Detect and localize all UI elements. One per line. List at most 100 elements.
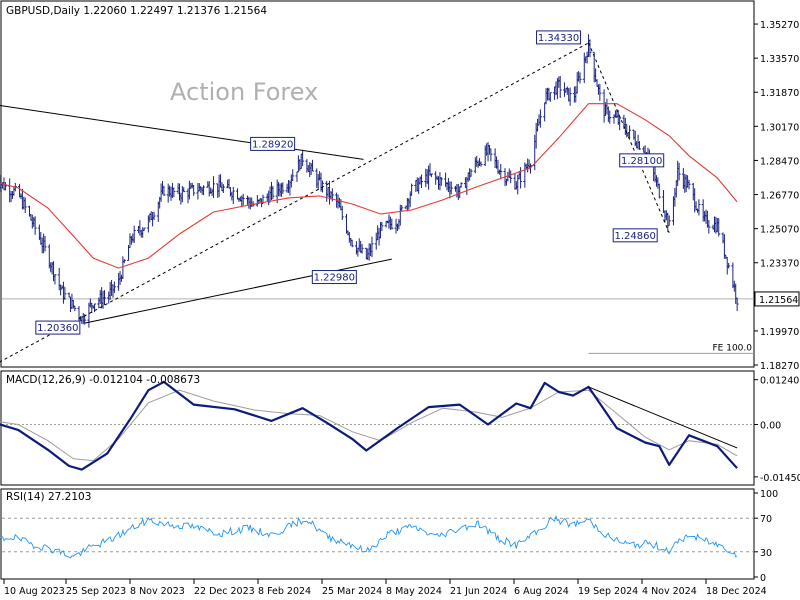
price-bar [410, 183, 414, 196]
price-bar [360, 244, 364, 254]
price-bar [102, 290, 106, 306]
price-bar [73, 305, 77, 312]
macd-tick-label: 0.00 [760, 420, 781, 431]
price-bar [449, 181, 453, 195]
rsi-plot-area [0, 514, 754, 559]
trendline-decline-swing [588, 42, 670, 234]
price-bar [420, 174, 424, 189]
macd-tick-label: -0.014502 [760, 473, 800, 484]
price-bar [192, 185, 196, 196]
price-bar [529, 163, 532, 174]
date-tick-label: 4 Nov 2024 [642, 586, 697, 597]
price-bar [519, 167, 523, 189]
price-tick-label: 1.19970 [760, 327, 799, 338]
price-axis: 1.35270 1.33570 1.31870 1.30170 1.28470 1.267… [754, 20, 800, 372]
svg-text:1.28100: 1.28100 [621, 156, 662, 167]
price-bar [707, 219, 711, 234]
rsi-line [0, 514, 738, 559]
ohlc-bars [0, 34, 739, 328]
watermark: Action Forex [170, 78, 318, 106]
price-bar [122, 259, 126, 264]
date-tick-label: 25 Sep 2023 [66, 586, 126, 597]
price-bar [657, 183, 661, 199]
date-tick-label: 22 Dec 2023 [194, 586, 255, 597]
pivot-label: 1.24860 [612, 228, 658, 243]
price-bar [33, 216, 37, 235]
price-bar [182, 187, 186, 193]
price-bar [291, 169, 295, 181]
price-bar [598, 83, 602, 101]
price-bar [3, 182, 7, 191]
moving-average-line [0, 103, 738, 269]
price-tick-label: 1.31870 [760, 88, 799, 99]
price-tick-label: 1.23370 [760, 259, 799, 270]
date-tick-label: 8 Feb 2024 [258, 586, 311, 597]
date-tick-label: 8 May 2024 [386, 586, 442, 597]
rsi-panel: RSI(14) 27.2103 100 70 30 0 [0, 488, 778, 584]
pivot-label: 1.34330 [536, 30, 582, 45]
price-bar [618, 116, 622, 131]
price-bar [479, 161, 483, 167]
price-bar [63, 286, 67, 300]
price-bar [43, 235, 47, 252]
price-bar [241, 193, 245, 206]
pivot-label: 1.28920 [250, 136, 296, 151]
price-bar [735, 297, 739, 312]
price-bar [588, 39, 592, 58]
price-bar [400, 204, 404, 212]
price-bar [152, 211, 156, 220]
date-tick-label: 10 Aug 2023 [4, 586, 65, 597]
price-bar [538, 109, 542, 128]
pivot-label: 1.22980 [311, 270, 357, 285]
price-bar [637, 141, 641, 150]
pivot-label: 1.20360 [35, 320, 81, 335]
price-bar [697, 199, 701, 216]
price-bar [202, 185, 206, 196]
macd-axis: 0.012403 0.00 -0.014502 [754, 376, 800, 484]
current-price-box [754, 291, 800, 307]
price-bar [23, 197, 27, 213]
macd-trendline [588, 386, 738, 449]
price-bar [608, 110, 612, 124]
price-tick-label: 1.35270 [760, 20, 799, 31]
date-tick-label: 25 Mar 2024 [322, 586, 382, 597]
trendline-lower-triangle [84, 258, 392, 324]
price-tick-label: 1.25070 [760, 225, 799, 236]
price-bar [370, 236, 374, 258]
pivot-label: 1.28100 [619, 153, 665, 168]
date-tick-label: 8 Nov 2023 [130, 586, 185, 597]
price-bar [132, 225, 136, 244]
price-bar [231, 186, 235, 205]
price-bar [509, 170, 513, 184]
price-bar [489, 148, 493, 162]
fe-label: FE 100.0 [713, 343, 753, 353]
price-bar [112, 281, 116, 294]
price-tick-label: 1.18270 [760, 361, 799, 372]
date-tick-label: 19 Sep 2024 [578, 586, 638, 597]
macd-line [0, 380, 738, 471]
price-panel: FE 100.0 1.20360 1.28920 1.22980 1.34330 1.28… [0, 0, 800, 372]
price-bar [172, 187, 176, 198]
price-tick-label: 1.33570 [760, 54, 799, 65]
svg-text:1.24860: 1.24860 [615, 231, 656, 242]
price-bar [727, 262, 731, 269]
macd-tick-label: 0.012403 [760, 376, 800, 387]
macd-panel: MACD(12,26,9) -0.012104 -0.008673 0.0124… [0, 370, 800, 486]
price-bar [281, 182, 285, 194]
price-bar [271, 185, 275, 200]
svg-text:1.20360: 1.20360 [37, 323, 78, 334]
macd-plot-area [0, 380, 754, 471]
price-bar [429, 173, 433, 178]
price-bar [340, 205, 344, 220]
date-tick-label: 18 Dec 2024 [706, 586, 767, 597]
rsi-header: RSI(14) 27.2103 [6, 491, 91, 503]
price-bar [142, 227, 146, 231]
date-tick-label: 6 Aug 2024 [514, 586, 569, 597]
date-axis: 10 Aug 2023 25 Sep 2023 8 Nov 2023 22 Dec 2… [3, 579, 767, 597]
price-bar [390, 218, 394, 230]
price-bar [211, 176, 215, 199]
rsi-panel-frame [0, 488, 755, 580]
price-bar [380, 221, 384, 232]
